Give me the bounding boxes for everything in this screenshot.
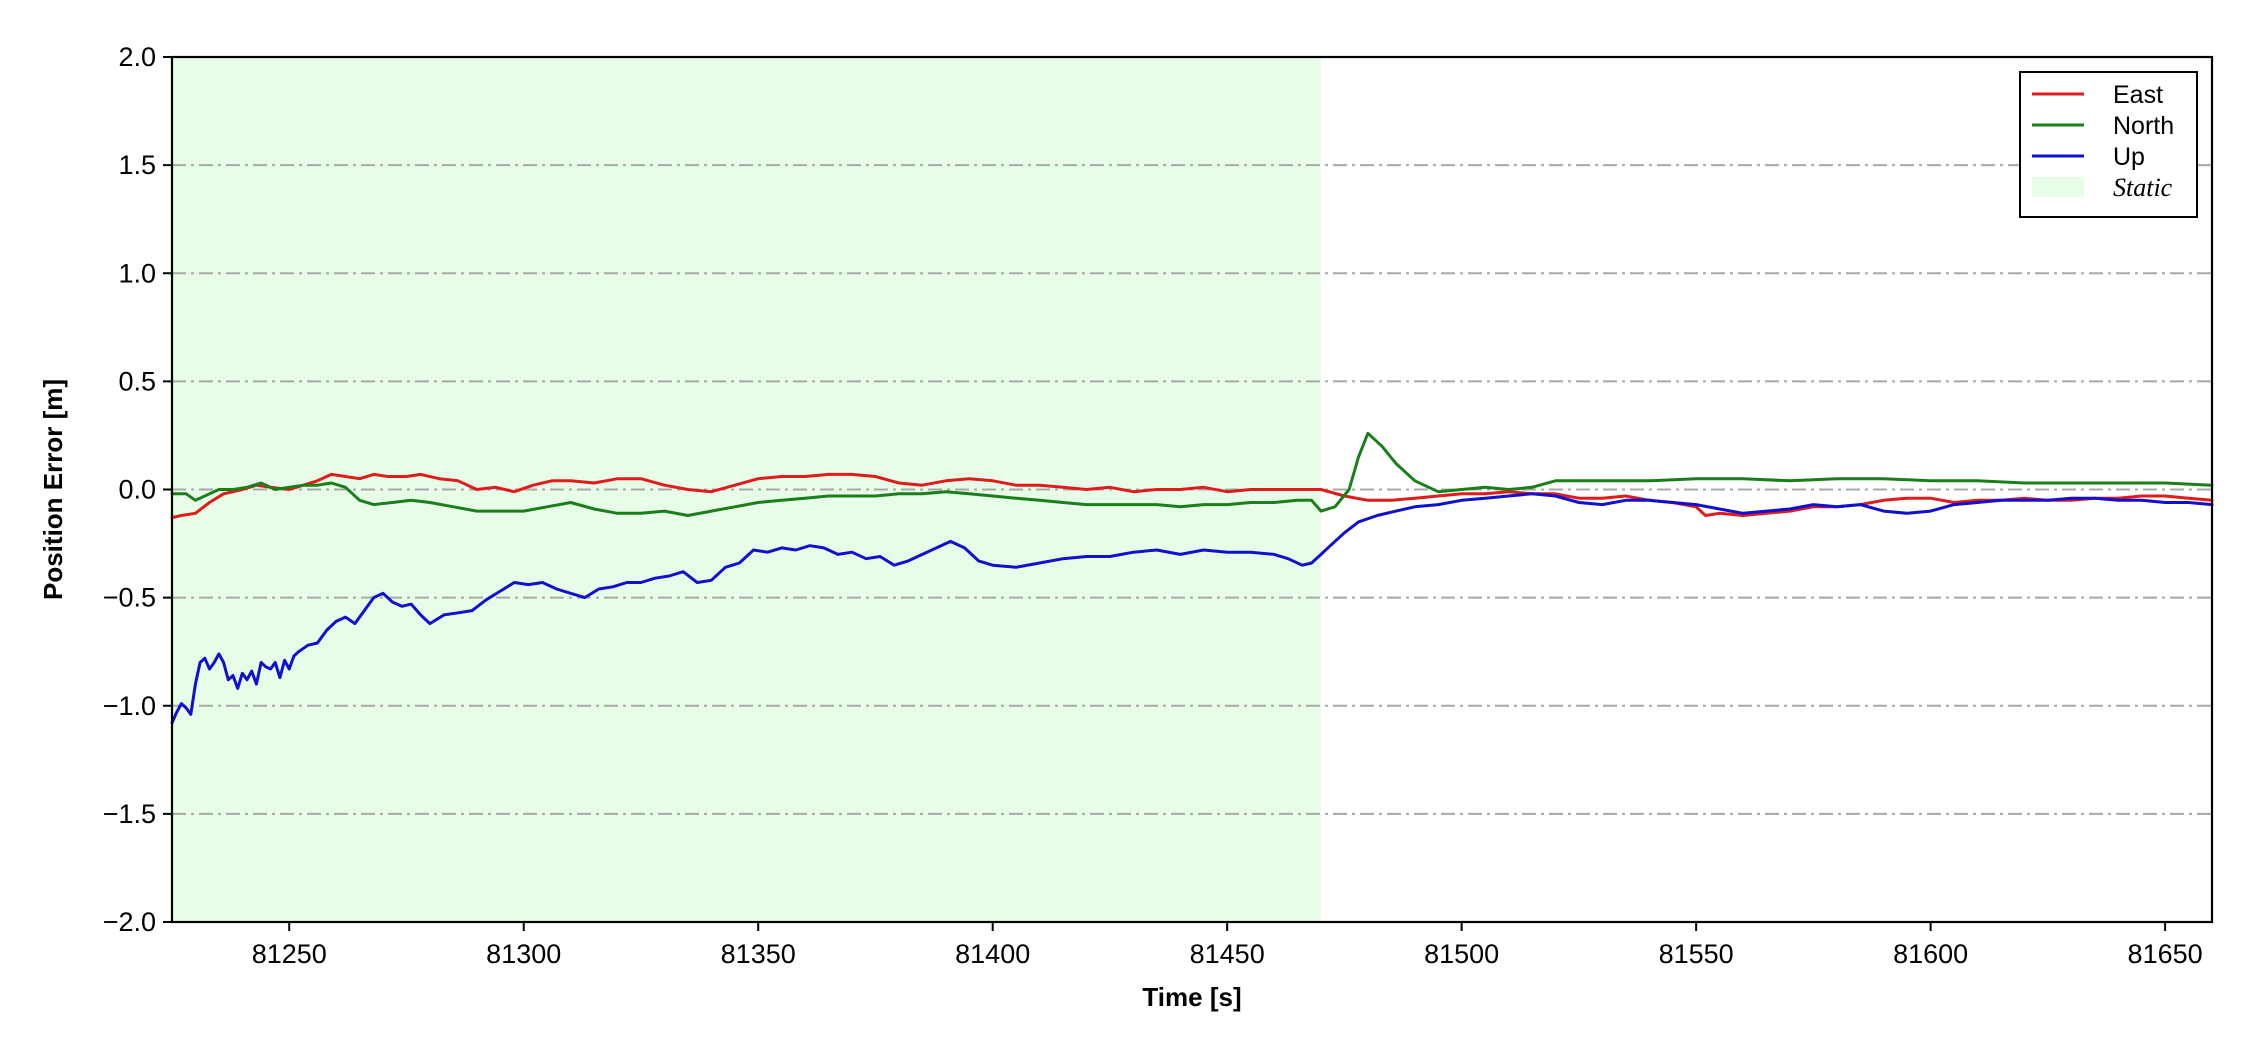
y-axis-title: Position Error [m] <box>38 379 68 600</box>
x-axis-title: Time [s] <box>1142 982 1241 1012</box>
series-line-north <box>170 431 2214 517</box>
y-tick-label: −1.5 <box>103 799 156 829</box>
y-tick-label: 1.0 <box>118 258 156 288</box>
x-tick-label: 81250 <box>252 939 327 969</box>
y-tick-label: 1.5 <box>118 150 156 180</box>
y-tick-label: −1.0 <box>103 691 156 721</box>
legend-swatch-static <box>2032 177 2084 197</box>
x-tick-label: 81350 <box>721 939 796 969</box>
x-tick-label: 81550 <box>1659 939 1734 969</box>
x-tick-label: 81500 <box>1424 939 1499 969</box>
x-tick-label: 81650 <box>2128 939 2203 969</box>
series-line-up <box>170 492 2214 725</box>
y-tick-label: 0.5 <box>118 366 156 396</box>
legend-label-north: North <box>2113 112 2174 140</box>
y-tick-label: 0.0 <box>118 475 156 505</box>
legend-label-static: Static <box>2113 173 2173 202</box>
legend-label-east: East <box>2113 81 2163 109</box>
x-tick-label: 81300 <box>486 939 561 969</box>
y-tick-label: 2.0 <box>118 42 156 72</box>
y-tick-label: −0.5 <box>103 583 156 613</box>
x-tick-label: 81400 <box>955 939 1030 969</box>
x-tick-label: 81450 <box>1190 939 1265 969</box>
x-tick-label: 81600 <box>1893 939 1968 969</box>
legend-label-up: Up <box>2113 143 2145 171</box>
y-tick-label: −2.0 <box>103 907 156 937</box>
